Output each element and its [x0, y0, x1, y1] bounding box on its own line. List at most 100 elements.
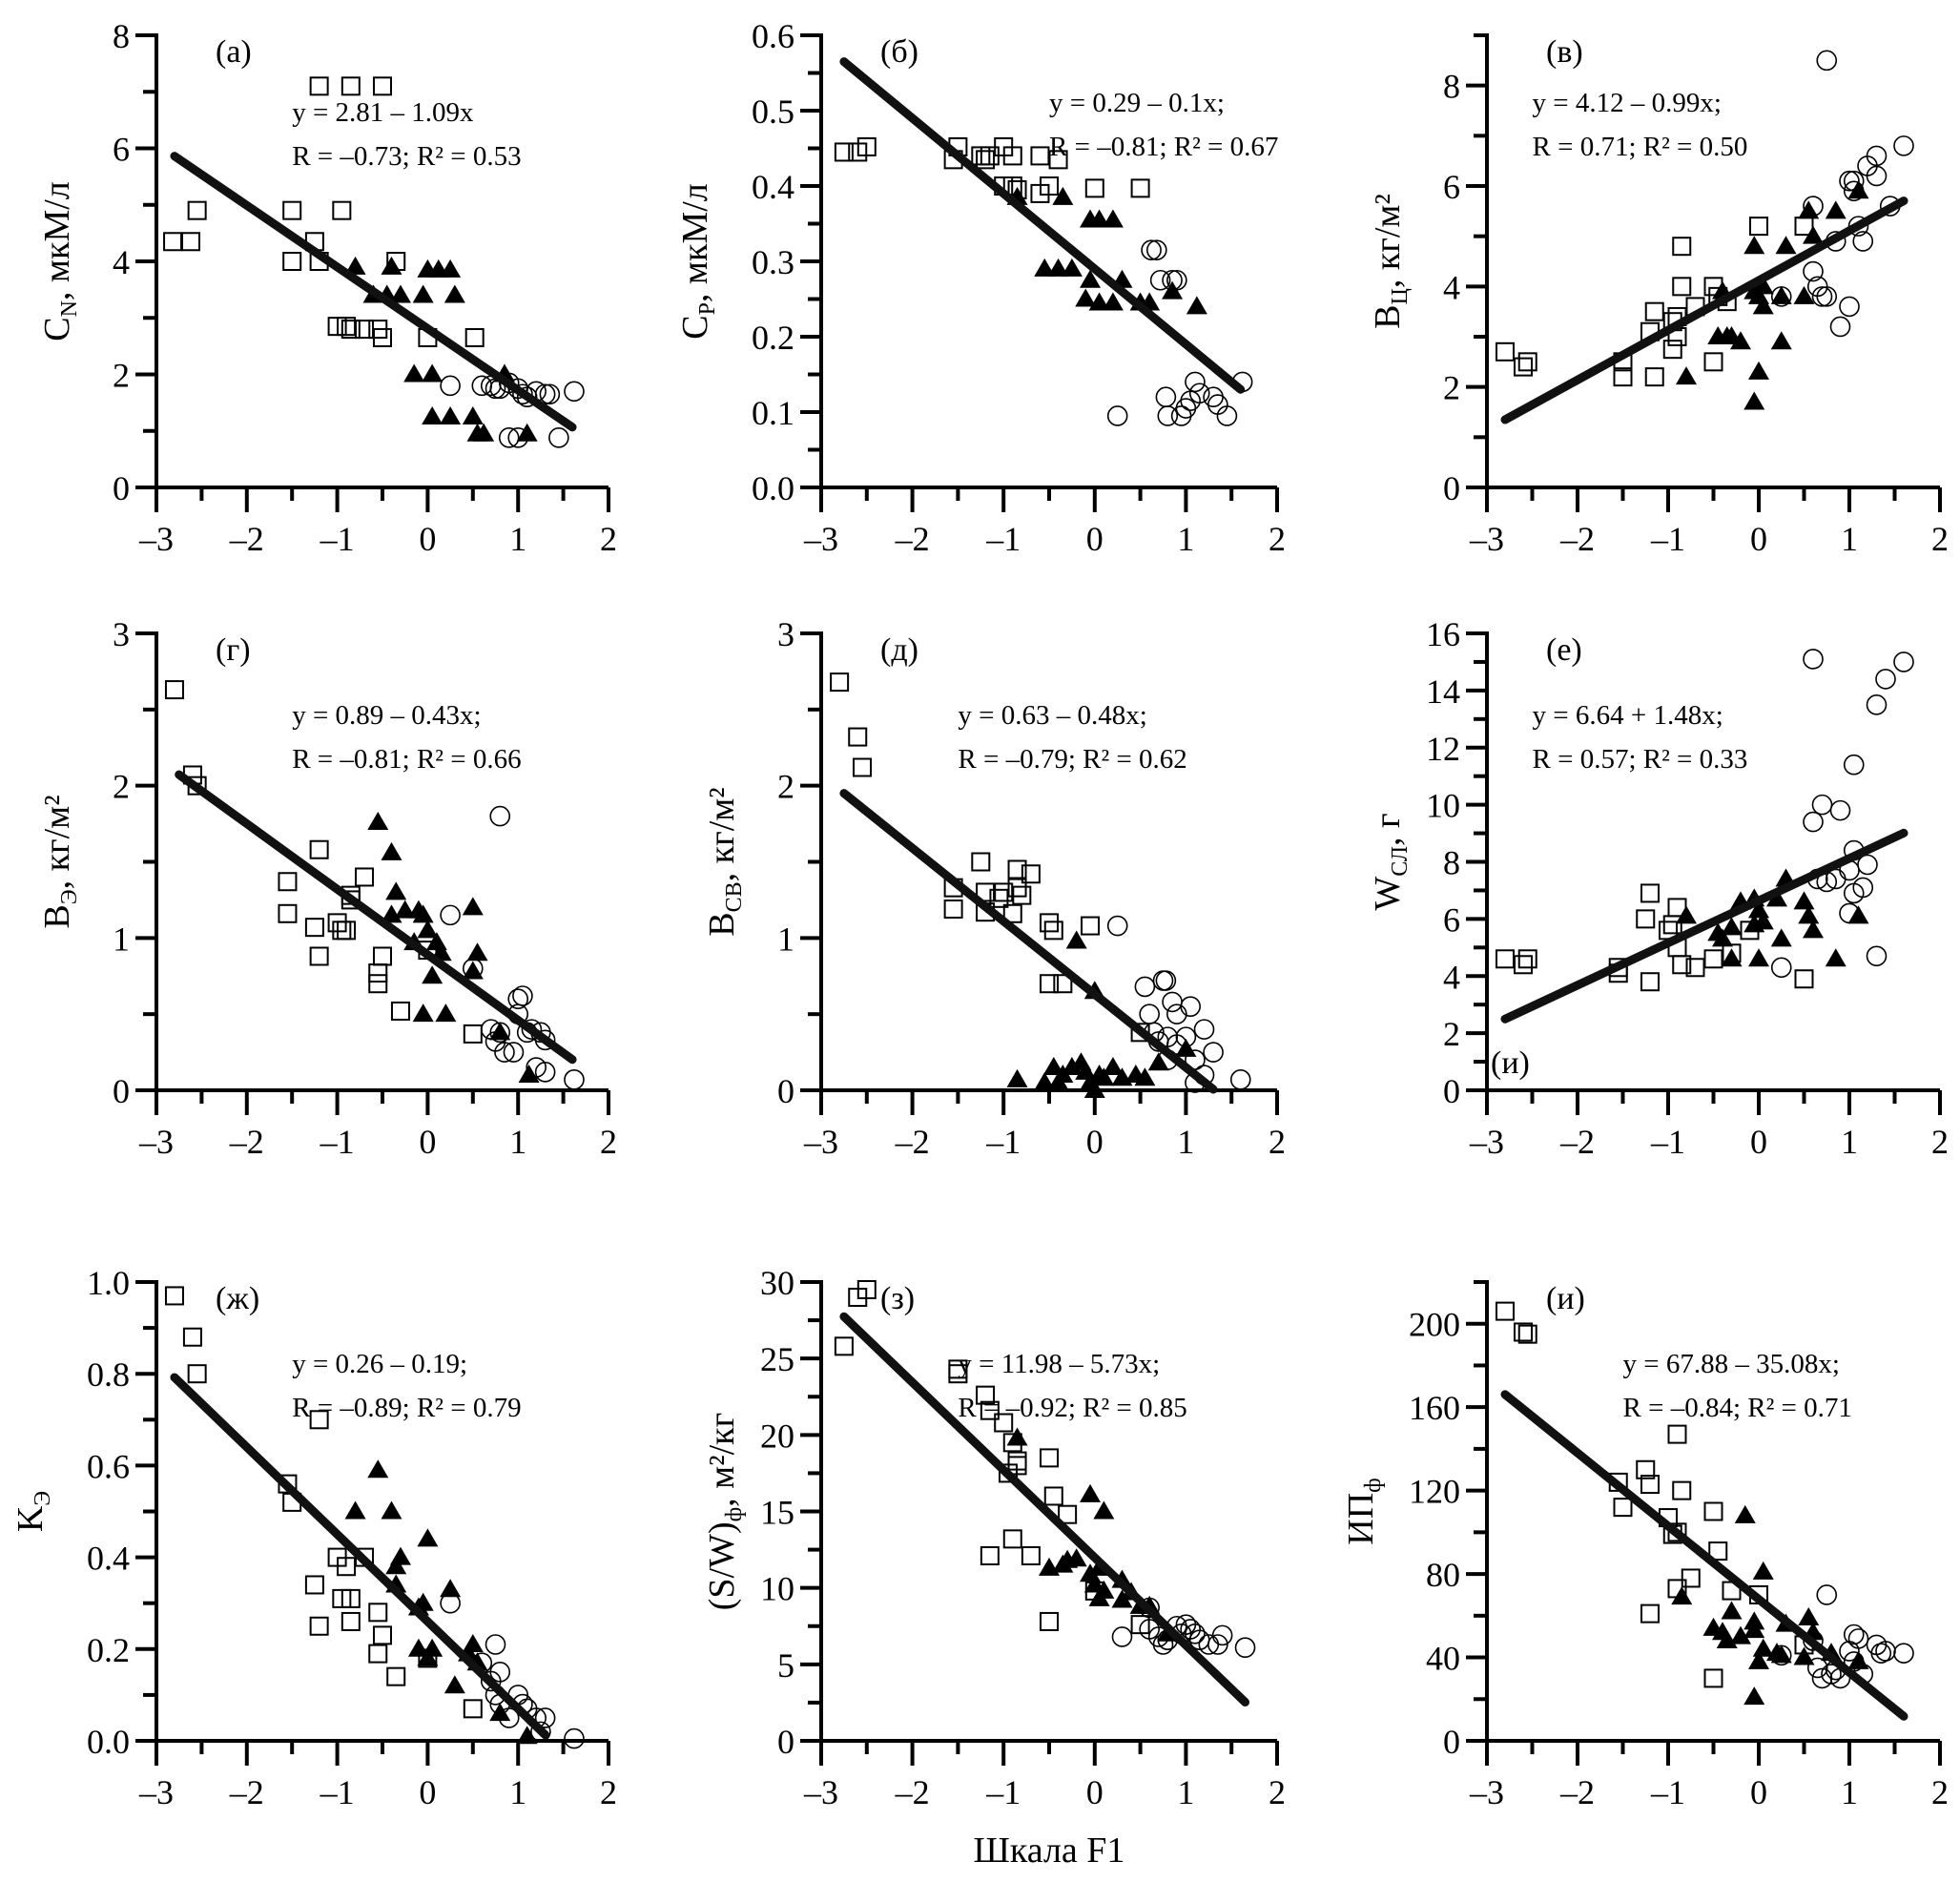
shared-x-axis-label: Шкала F1	[974, 1831, 1125, 1871]
point-triangle	[466, 942, 488, 962]
regression-equation: y = 6.64 + 1.48x;	[1533, 700, 1723, 731]
point-triangle	[1102, 209, 1124, 228]
y-tick-label: 6	[1443, 168, 1460, 206]
x-tick-label: 0	[1086, 1123, 1104, 1161]
regression-equation: y = 0.63 – 0.48x;	[958, 700, 1146, 731]
point-circle	[1157, 405, 1179, 426]
panel-b: –3 –2 –1 0 1 2 0.0 0.1 0.2 0.3 0.4 0.5 0.6 CP, мкМ/л (…	[675, 17, 1286, 558]
panel-a: –3 –2 –1 0 1 2 0 2 4 6 8 CN, мкМ/л (а) y = 2.81 – 1.0…	[37, 17, 617, 558]
point-circle	[480, 1019, 502, 1040]
point-triangle	[1793, 891, 1815, 910]
point-circle	[1770, 957, 1792, 979]
point-square	[309, 1616, 329, 1636]
point-triangle	[403, 363, 425, 383]
x-tick-label: –2	[229, 1123, 264, 1161]
point-square	[1130, 178, 1150, 198]
y-tick-label: 14	[1426, 672, 1460, 711]
y-tick-label: 8	[1443, 68, 1460, 106]
point-circle	[1162, 991, 1183, 1013]
x-tick-label: –2	[229, 1773, 264, 1811]
x-tick-label: 1	[1177, 520, 1194, 558]
point-triangle	[422, 405, 444, 424]
point-triangle	[1061, 258, 1083, 277]
point-circle	[1770, 1644, 1792, 1666]
point-triangle	[1748, 1650, 1769, 1669]
x-tick-label: –1	[320, 1773, 355, 1811]
panel-d: –3 –2 –1 0 1 2 0 1 2 3 BЭ, кг/м² (г) y = 0.89 – 0.43…	[37, 615, 617, 1161]
point-square	[1640, 1603, 1660, 1624]
x-tick-label: –1	[985, 1123, 1021, 1161]
point-square	[332, 920, 352, 941]
regression-line	[170, 1373, 550, 1740]
point-square	[187, 200, 207, 220]
point-triangle	[1770, 928, 1792, 947]
point-square	[834, 1336, 854, 1356]
point-circle	[530, 1721, 551, 1743]
point-circle	[534, 1707, 556, 1728]
point-triangle	[422, 965, 444, 984]
point-square	[830, 672, 850, 693]
regression-stats: R = –0.73; R² = 0.53	[292, 141, 521, 172]
panel-e: –3 –2 –1 0 1 2 0 1 2 3 BСВ, кг/м² (д) y = 0.63 – 0.4…	[702, 615, 1286, 1161]
regression-stats: R = –0.81; R² = 0.67	[1049, 132, 1278, 162]
point-square	[1636, 909, 1656, 929]
x-tick-label: –1	[320, 520, 355, 558]
point-triangle	[417, 1647, 439, 1666]
y-axis-title: BСВ, кг/м²	[702, 787, 747, 936]
x-tick-label: 2	[1269, 520, 1286, 558]
point-circle	[534, 1062, 556, 1083]
point-triangle	[1730, 1625, 1751, 1644]
point-triangle	[440, 1579, 462, 1598]
point-square	[1002, 146, 1022, 166]
point-triangle	[1042, 1057, 1064, 1076]
y-tick-label: 0.6	[752, 17, 794, 55]
point-triangle	[1743, 1686, 1765, 1706]
point-triangle	[462, 405, 484, 424]
point-triangle	[1752, 1561, 1774, 1580]
point-triangle	[389, 284, 411, 303]
x-tick-label: –3	[803, 1773, 838, 1811]
point-triangle	[1748, 361, 1769, 380]
x-tick-label: 0	[419, 1123, 436, 1161]
regression-equation: y = 0.89 – 0.43x;	[292, 700, 481, 731]
point-triangle	[1743, 1620, 1765, 1639]
point-square	[980, 1545, 1000, 1565]
point-square	[1007, 859, 1027, 879]
point-square	[278, 903, 298, 923]
point-square	[1081, 916, 1101, 936]
regression-stats: R = 0.57; R² = 0.33	[1533, 744, 1748, 775]
y-tick-label: 10	[1426, 787, 1460, 825]
point-triangle	[1006, 1427, 1028, 1446]
point-square	[282, 252, 302, 271]
x-tick-label: –3	[138, 520, 174, 558]
x-tick-label: –2	[895, 520, 930, 558]
panel-tag: (з)	[880, 1281, 915, 1316]
point-triangle	[385, 881, 407, 900]
point-triangle	[385, 1556, 407, 1575]
x-tick-label: 1	[1841, 1123, 1858, 1161]
point-circle	[1211, 1624, 1233, 1646]
point-circle	[498, 1707, 520, 1728]
point-triangle	[381, 904, 402, 923]
point-square	[282, 200, 302, 220]
point-triangle	[1798, 1607, 1820, 1626]
point-triangle	[1080, 269, 1102, 288]
point-triangle	[462, 897, 484, 916]
point-square	[976, 882, 996, 902]
x-tick-label: 2	[1931, 1773, 1949, 1811]
point-triangle	[1770, 1644, 1792, 1664]
x-tick-label: –1	[1650, 1123, 1685, 1161]
regression-equation: y = 2.81 – 1.09x	[292, 97, 474, 128]
point-square	[278, 872, 298, 892]
y-tick-label: 20	[760, 1417, 794, 1455]
point-circle	[1185, 371, 1206, 393]
point-square	[1514, 955, 1533, 975]
point-triangle	[1743, 391, 1765, 410]
point-square	[340, 1611, 361, 1631]
regression-line	[1500, 197, 1908, 424]
point-circle	[1229, 1069, 1251, 1090]
point-square	[856, 1280, 877, 1300]
point-square	[164, 680, 184, 700]
point-square	[853, 757, 873, 777]
point-square	[1662, 915, 1682, 935]
